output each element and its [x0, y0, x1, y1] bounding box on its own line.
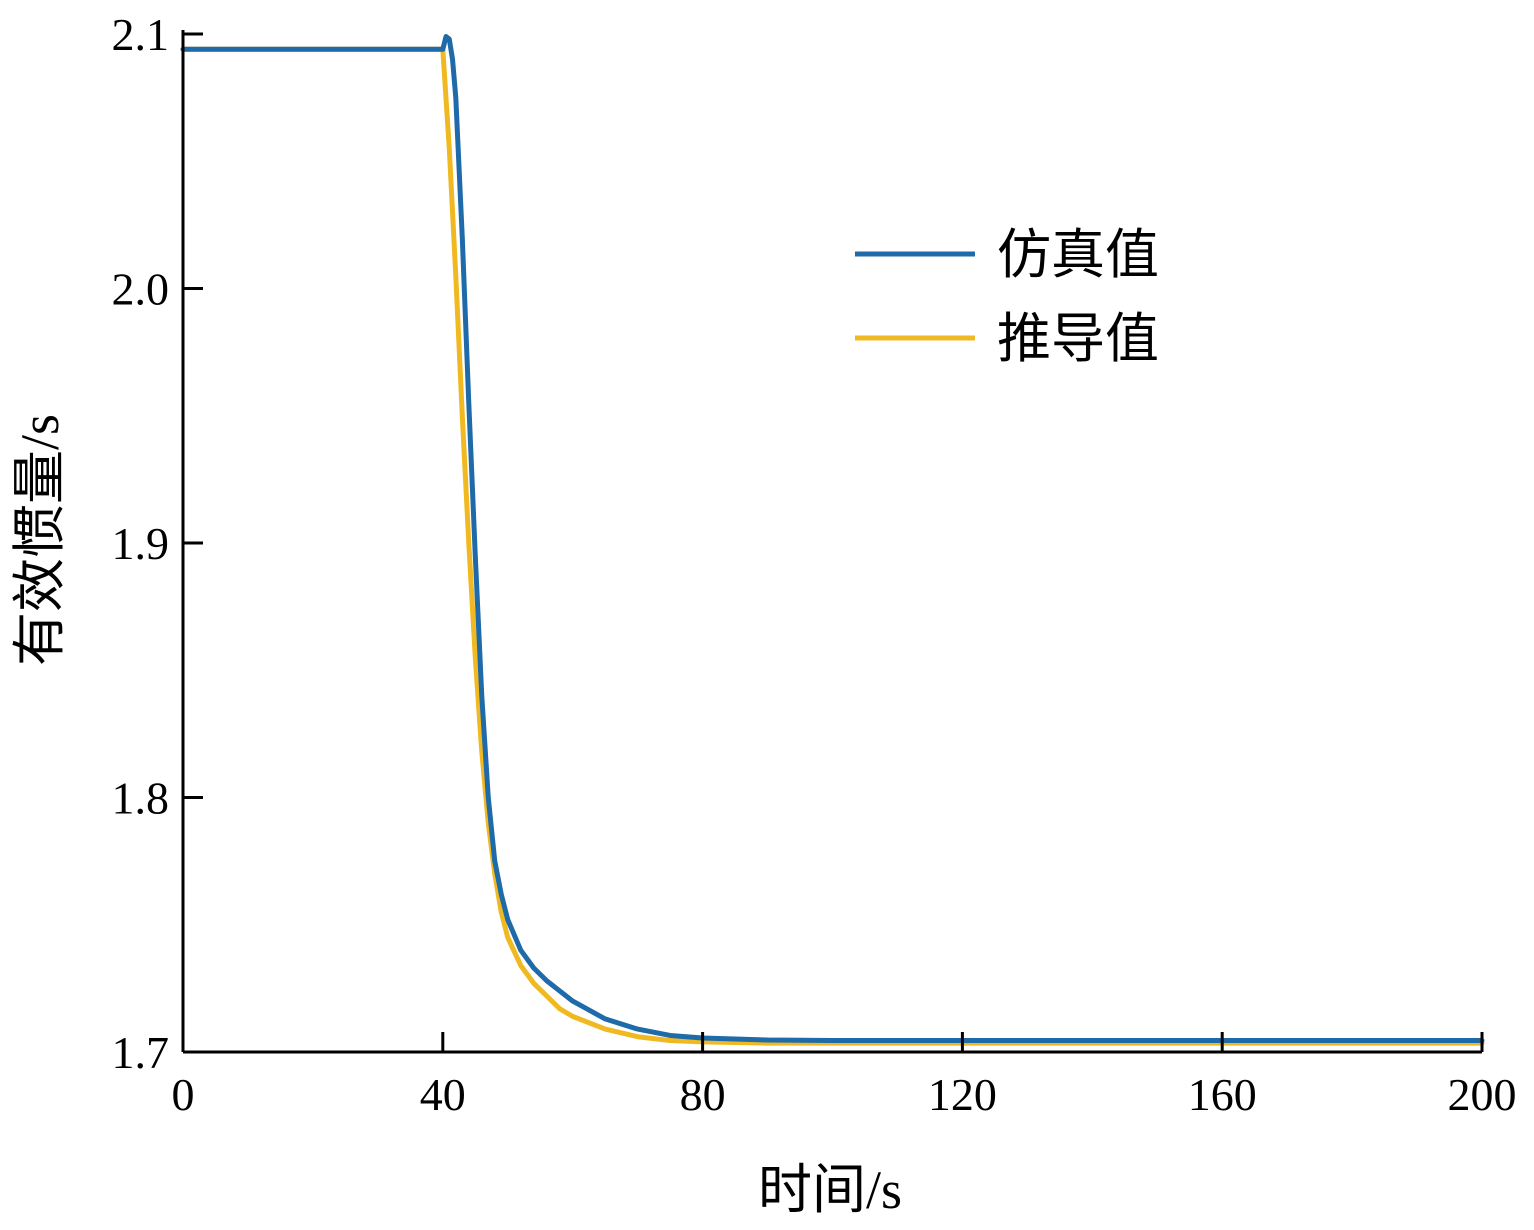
x-tick-label: 120: [928, 1069, 997, 1120]
x-axis-title: 时间/s: [758, 1160, 902, 1220]
x-tick-label: 160: [1188, 1069, 1257, 1120]
y-tick-label: 2.0: [112, 264, 170, 315]
legend-label-1: 推导值: [997, 309, 1159, 369]
y-ticks: 1.7 1.8 1.9 2.0 2.1: [112, 9, 203, 1078]
y-axis-title: 有效惯量/s: [10, 414, 70, 666]
y-tick-label: 1.9: [112, 518, 170, 569]
y-tick-label: 1.7: [112, 1027, 170, 1078]
x-tick-label: 40: [420, 1069, 466, 1120]
x-tick-label: 80: [680, 1069, 726, 1120]
axes: [181, 30, 1482, 1054]
y-tick-label: 2.1: [112, 9, 170, 60]
x-tick-label: 0: [172, 1069, 195, 1120]
series-layer: [180, 34, 1485, 1046]
series-line-0: [180, 34, 1485, 1044]
x-tick-label: 200: [1448, 1069, 1517, 1120]
x-ticks: 0 40 80 120 160 200: [172, 1032, 1517, 1120]
legend-label-0: 仿真值: [997, 225, 1159, 285]
y-tick-label: 1.8: [112, 773, 170, 824]
series-line-1: [180, 46, 1485, 1046]
